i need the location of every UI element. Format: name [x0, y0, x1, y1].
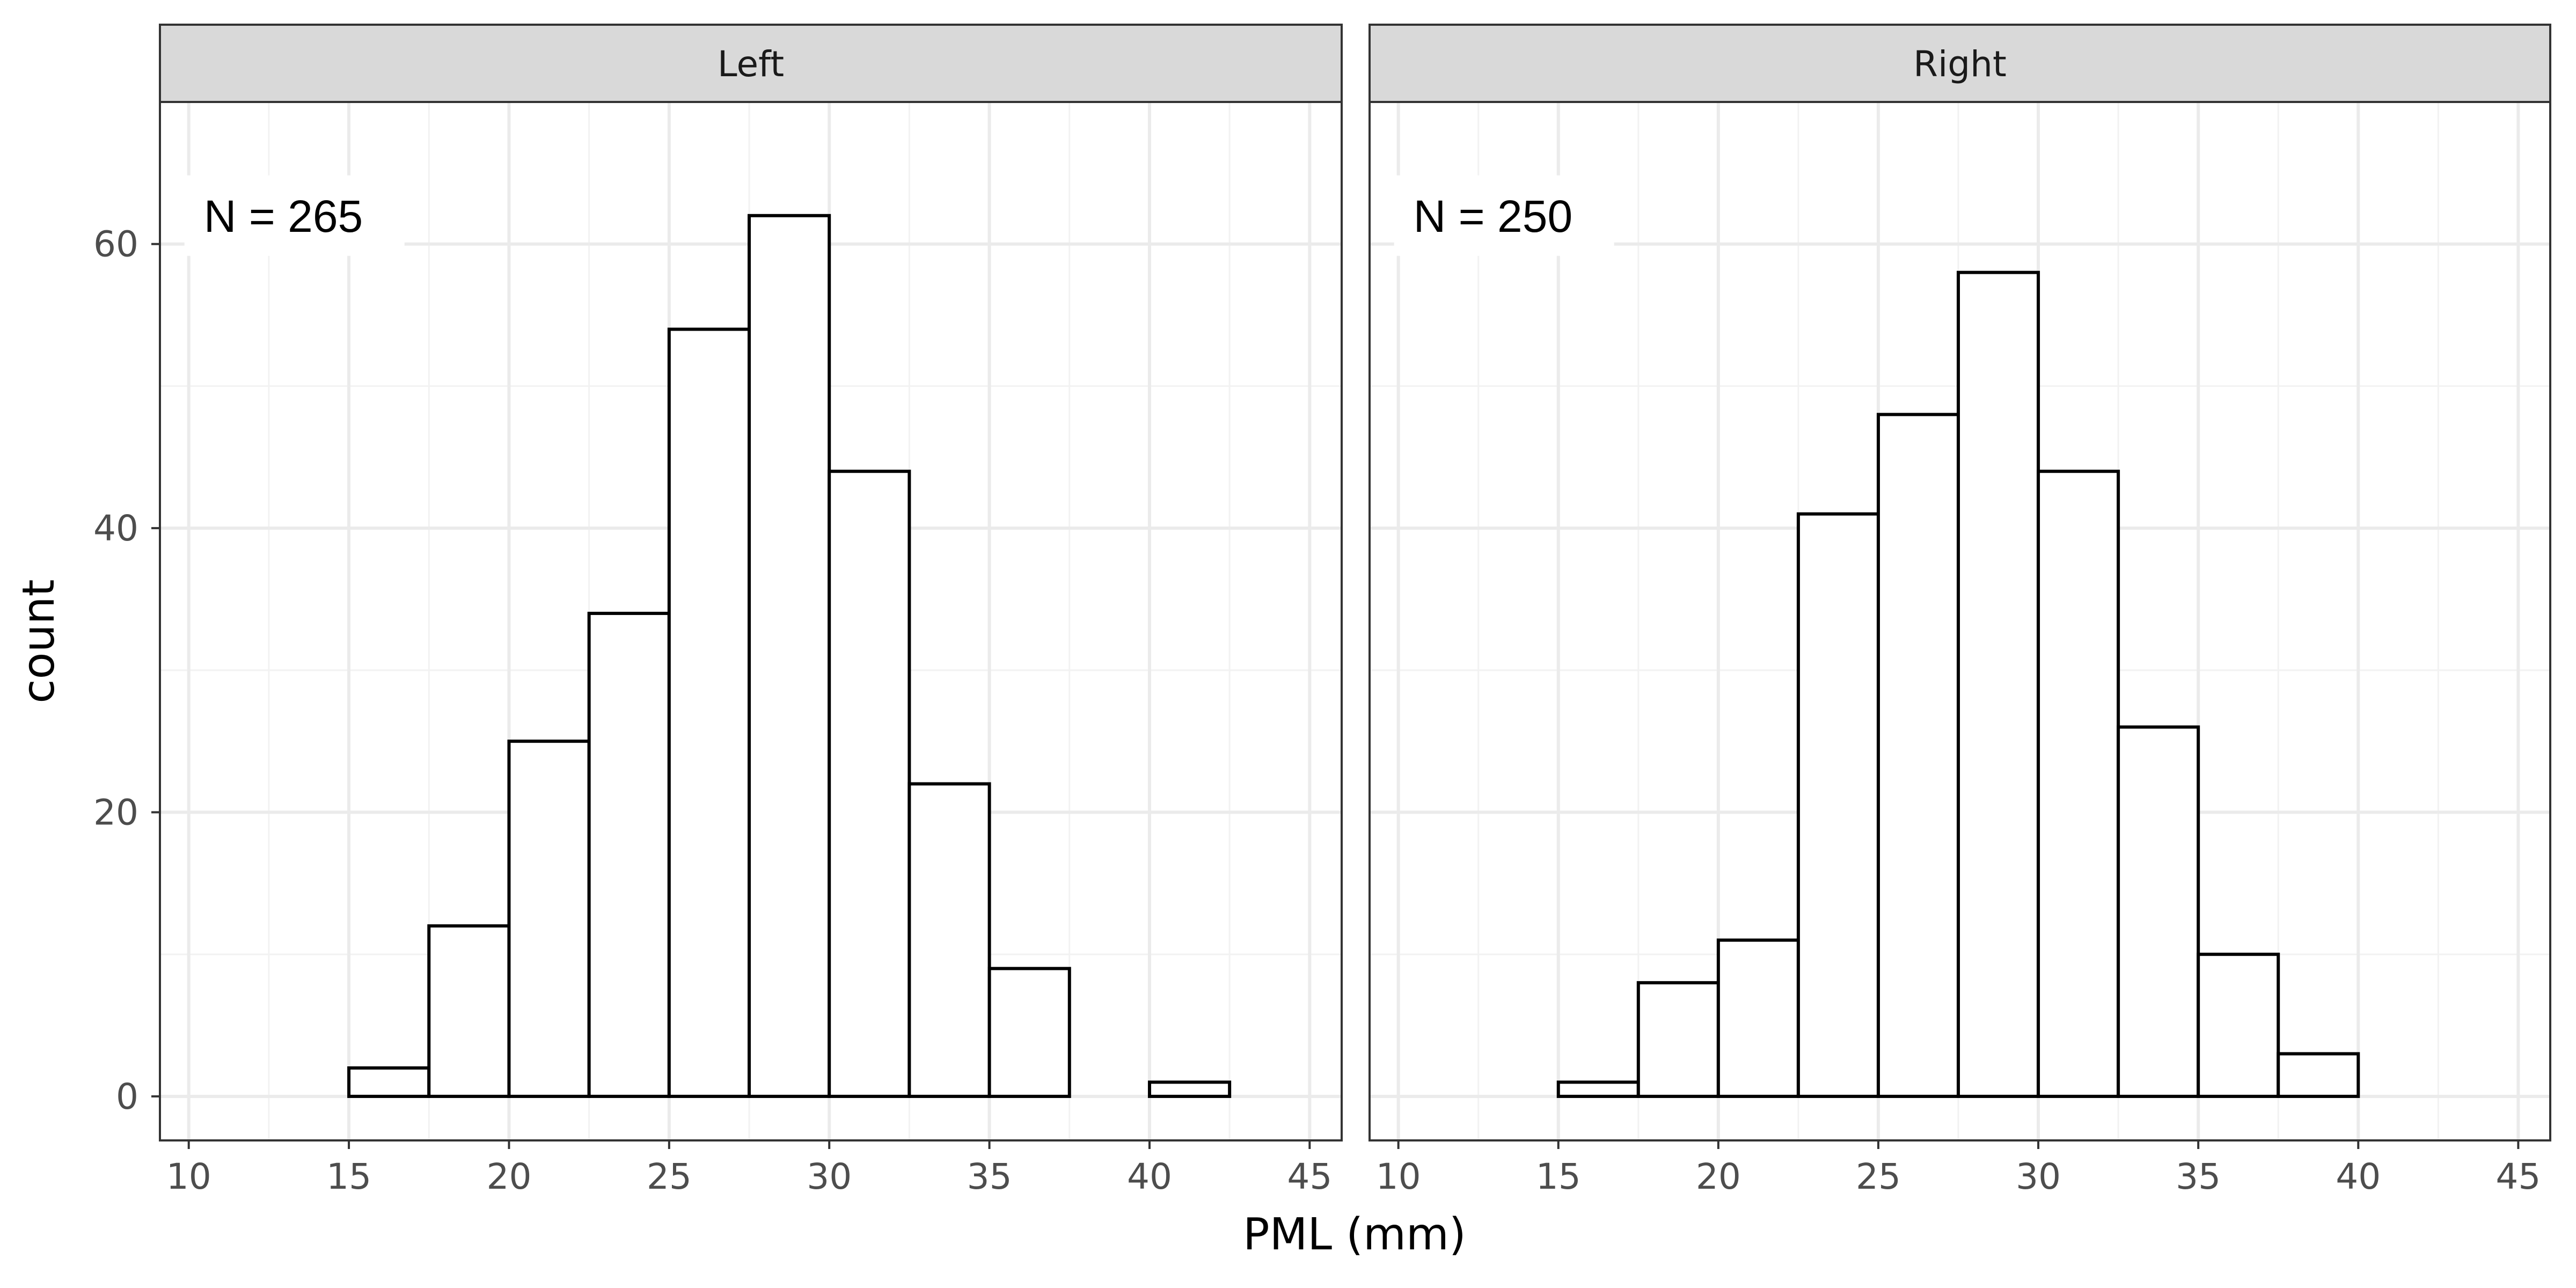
- histogram-bar: [748, 214, 831, 1098]
- histogram-bar: [1957, 270, 2040, 1098]
- histogram-bar: [1796, 512, 1880, 1098]
- facet-strip-label: Left: [718, 43, 784, 85]
- count-annotation: N = 265: [204, 191, 363, 241]
- x-tick-label: 25: [647, 1156, 692, 1197]
- x-tick-label: 20: [1696, 1156, 1741, 1197]
- count-annotation: N = 250: [1414, 191, 1573, 241]
- histogram-bar: [908, 782, 991, 1098]
- x-tick-label: 45: [1287, 1156, 1332, 1197]
- x-axis-title: PML (mm): [1243, 1209, 1466, 1260]
- x-tick-label: 35: [2176, 1156, 2221, 1197]
- count-annotation-background: [184, 175, 405, 256]
- histogram-bar: [587, 611, 671, 1098]
- panel-right: N = 250 Right 10 15 20 25 30 35 40 45: [1368, 24, 2551, 1197]
- x-tick-label: 30: [2016, 1156, 2061, 1197]
- histogram-bar: [667, 327, 751, 1098]
- histogram-bar: [2197, 953, 2280, 1098]
- facet-strip: [1368, 24, 2551, 103]
- x-tick-label: 10: [166, 1156, 211, 1197]
- histogram-bar: [1147, 1080, 1232, 1098]
- histogram-bar: [1556, 1080, 1640, 1098]
- histogram-bar: [1876, 413, 1960, 1098]
- histogram-bar: [347, 1066, 431, 1098]
- y-tick-label: 20: [93, 792, 138, 833]
- histogram-bar: [2117, 725, 2200, 1098]
- histogram-bar: [2037, 470, 2120, 1098]
- histogram-bar: [2277, 1052, 2360, 1098]
- x-tick-label: 40: [1127, 1156, 1172, 1197]
- histogram-bar: [1636, 981, 1720, 1098]
- histogram-bar: [507, 740, 591, 1098]
- x-tick-label: 25: [1856, 1156, 1901, 1197]
- x-tick-label: 10: [1376, 1156, 1421, 1197]
- x-tick-label: 35: [967, 1156, 1012, 1197]
- x-tick-label: 45: [2496, 1156, 2541, 1197]
- y-tick-label: 60: [93, 224, 138, 265]
- histogram-bar: [828, 470, 911, 1098]
- histogram-bar: [427, 924, 511, 1098]
- x-tick-label: 30: [807, 1156, 852, 1197]
- y-tick-label: 0: [116, 1076, 138, 1117]
- x-tick-label: 15: [1536, 1156, 1581, 1197]
- x-tick-label: 15: [326, 1156, 371, 1197]
- facet-strip-label: Right: [1913, 43, 2007, 85]
- histogram-bar: [1716, 938, 1800, 1098]
- count-annotation-background: [1394, 175, 1614, 256]
- x-tick-label: 20: [486, 1156, 531, 1197]
- y-tick-label: 40: [93, 508, 138, 549]
- panel-left: N = 265 Left 10 15 20 25 30 35 40 45 0 20 40 60: [93, 24, 1343, 1197]
- facet-strip: [159, 24, 1343, 103]
- histogram-bar: [987, 967, 1071, 1098]
- x-tick-label: 40: [2336, 1156, 2381, 1197]
- y-axis-title: count: [13, 579, 64, 703]
